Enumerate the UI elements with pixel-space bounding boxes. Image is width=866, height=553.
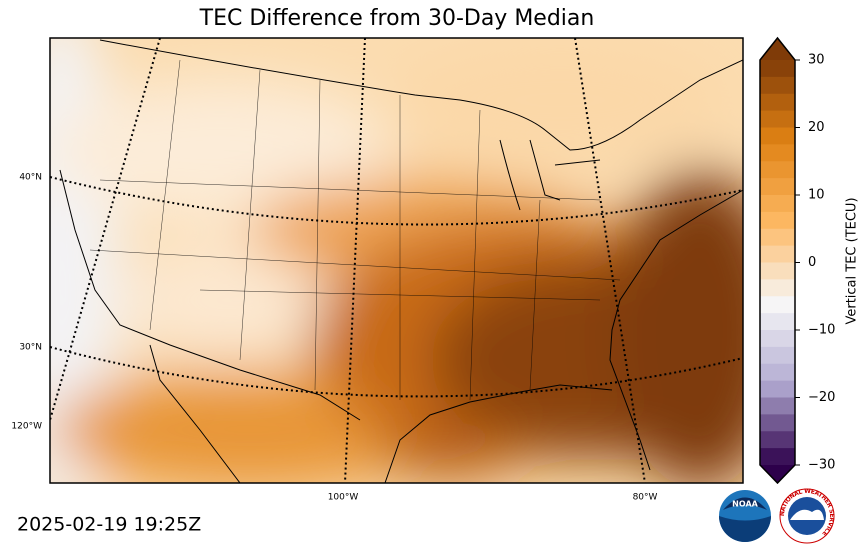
colorbar-level xyxy=(760,178,795,196)
colorbar-level xyxy=(760,144,795,162)
colorbar-level xyxy=(760,313,795,331)
lon-label: 80°W xyxy=(633,493,658,503)
colorbar-level xyxy=(760,448,795,466)
colorbar-level xyxy=(760,380,795,398)
colorbar-tick-label: −10 xyxy=(808,323,835,338)
title: TEC Difference from 30-Day Median xyxy=(199,6,595,31)
lon-label: 100°W xyxy=(328,493,359,503)
nws-logo: NATIONAL WEATHER SERVICE xyxy=(778,487,836,544)
colorbar-level xyxy=(760,228,795,247)
colorbar-tick-label: 30 xyxy=(808,53,825,68)
colorbar-level xyxy=(760,296,795,314)
tec-field xyxy=(50,38,743,483)
noaa-logo: NOAA xyxy=(719,490,771,542)
colorbar-level xyxy=(760,195,795,213)
colorbar-tick-label: 0 xyxy=(808,255,816,270)
colorbar-level xyxy=(760,262,795,280)
colorbar-tick-label: 10 xyxy=(808,188,825,203)
colorbar-tick-label: −30 xyxy=(808,458,835,473)
colorbar-level xyxy=(760,346,795,365)
colorbar-tick-label: 20 xyxy=(808,120,825,135)
colorbar-level xyxy=(760,414,795,432)
colorbar-extend xyxy=(760,38,795,60)
state-borders xyxy=(89,59,621,401)
colorbar-level xyxy=(760,127,795,145)
colorbar-level xyxy=(760,245,795,263)
colorbar-tick-label: −20 xyxy=(808,390,835,405)
colorbar-level xyxy=(760,110,795,128)
colorbar-extend xyxy=(760,465,795,483)
lon-label: 120°W xyxy=(11,422,42,432)
colorbar-level xyxy=(760,431,795,449)
colorbar-level xyxy=(760,330,795,348)
map-frame xyxy=(49,37,744,484)
colorbar-level xyxy=(760,161,795,179)
colorbar-level xyxy=(760,397,795,415)
colorbar-label: Vertical TEC (TECU) xyxy=(845,197,860,324)
colorbar-level xyxy=(760,211,795,230)
lat-label: 30°N xyxy=(19,343,42,353)
graticule xyxy=(50,38,743,483)
colorbar-level xyxy=(760,363,795,382)
colorbar-level xyxy=(760,76,795,95)
colorbar-level xyxy=(760,93,795,112)
colorbar-level xyxy=(760,279,795,297)
colorbar: 30 20 10 0 −10 −20 −30 xyxy=(759,36,835,485)
noaa-text: NOAA xyxy=(732,500,758,509)
colorbar-level xyxy=(760,60,795,78)
timestamp: 2025-02-19 19:25Z xyxy=(17,514,201,536)
lat-label: 40°N xyxy=(19,173,42,183)
